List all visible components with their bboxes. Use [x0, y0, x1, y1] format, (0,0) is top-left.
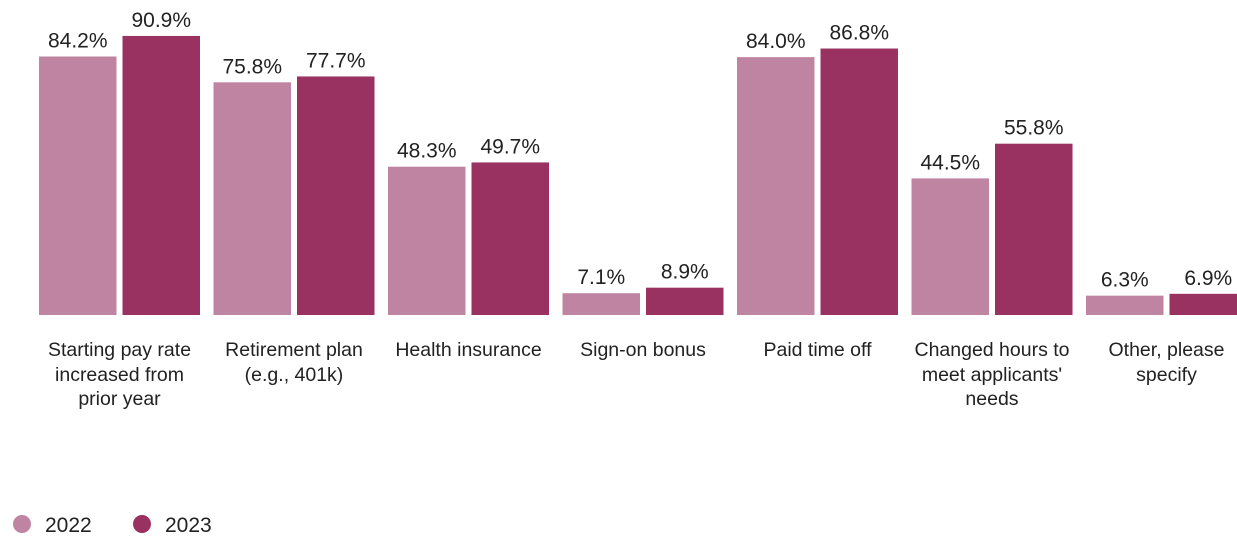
x-tick-label: Starting pay rate increased from prior y… — [47, 339, 192, 410]
x-tick-label: Sign-on bonus — [580, 339, 706, 361]
bar — [297, 76, 375, 315]
value-label: 6.9% — [1184, 267, 1232, 290]
x-tick-label: Health insurance — [395, 339, 542, 361]
legend-marker — [133, 515, 151, 533]
legend-label: 2023 — [165, 514, 212, 536]
bar — [1086, 295, 1164, 315]
value-label: 75.8% — [222, 55, 282, 78]
bar — [39, 56, 117, 315]
x-tick-label: Paid time off — [763, 339, 872, 361]
x-tick-label: Retirement plan (e.g., 401k) — [225, 339, 363, 386]
bar — [1169, 293, 1237, 315]
value-label: 86.8% — [829, 22, 889, 45]
bar — [737, 57, 815, 316]
bar — [213, 82, 291, 315]
x-tick-label: Other, please specify — [1108, 339, 1225, 386]
value-label: 84.0% — [746, 30, 806, 53]
bar — [995, 143, 1073, 315]
bar — [388, 166, 466, 315]
bar — [122, 35, 200, 315]
legend-label: 2022 — [45, 514, 92, 536]
bar — [471, 162, 549, 315]
value-label: 77.7% — [306, 49, 366, 72]
value-label: 90.9% — [131, 9, 191, 32]
bar — [911, 178, 989, 315]
value-label: 49.7% — [480, 135, 540, 158]
legend-marker — [13, 515, 31, 533]
value-label: 48.3% — [397, 140, 457, 163]
bar — [646, 287, 724, 315]
value-label: 8.9% — [661, 261, 709, 284]
x-tick-label: Changed hours to meet applicants' needs — [914, 339, 1070, 410]
value-label: 7.1% — [577, 266, 625, 289]
value-label: 84.2% — [48, 30, 108, 53]
value-label: 44.5% — [920, 151, 980, 174]
bar — [820, 48, 898, 316]
value-label: 55.8% — [1004, 117, 1064, 140]
bar — [562, 293, 640, 315]
value-label: 6.3% — [1101, 269, 1149, 292]
